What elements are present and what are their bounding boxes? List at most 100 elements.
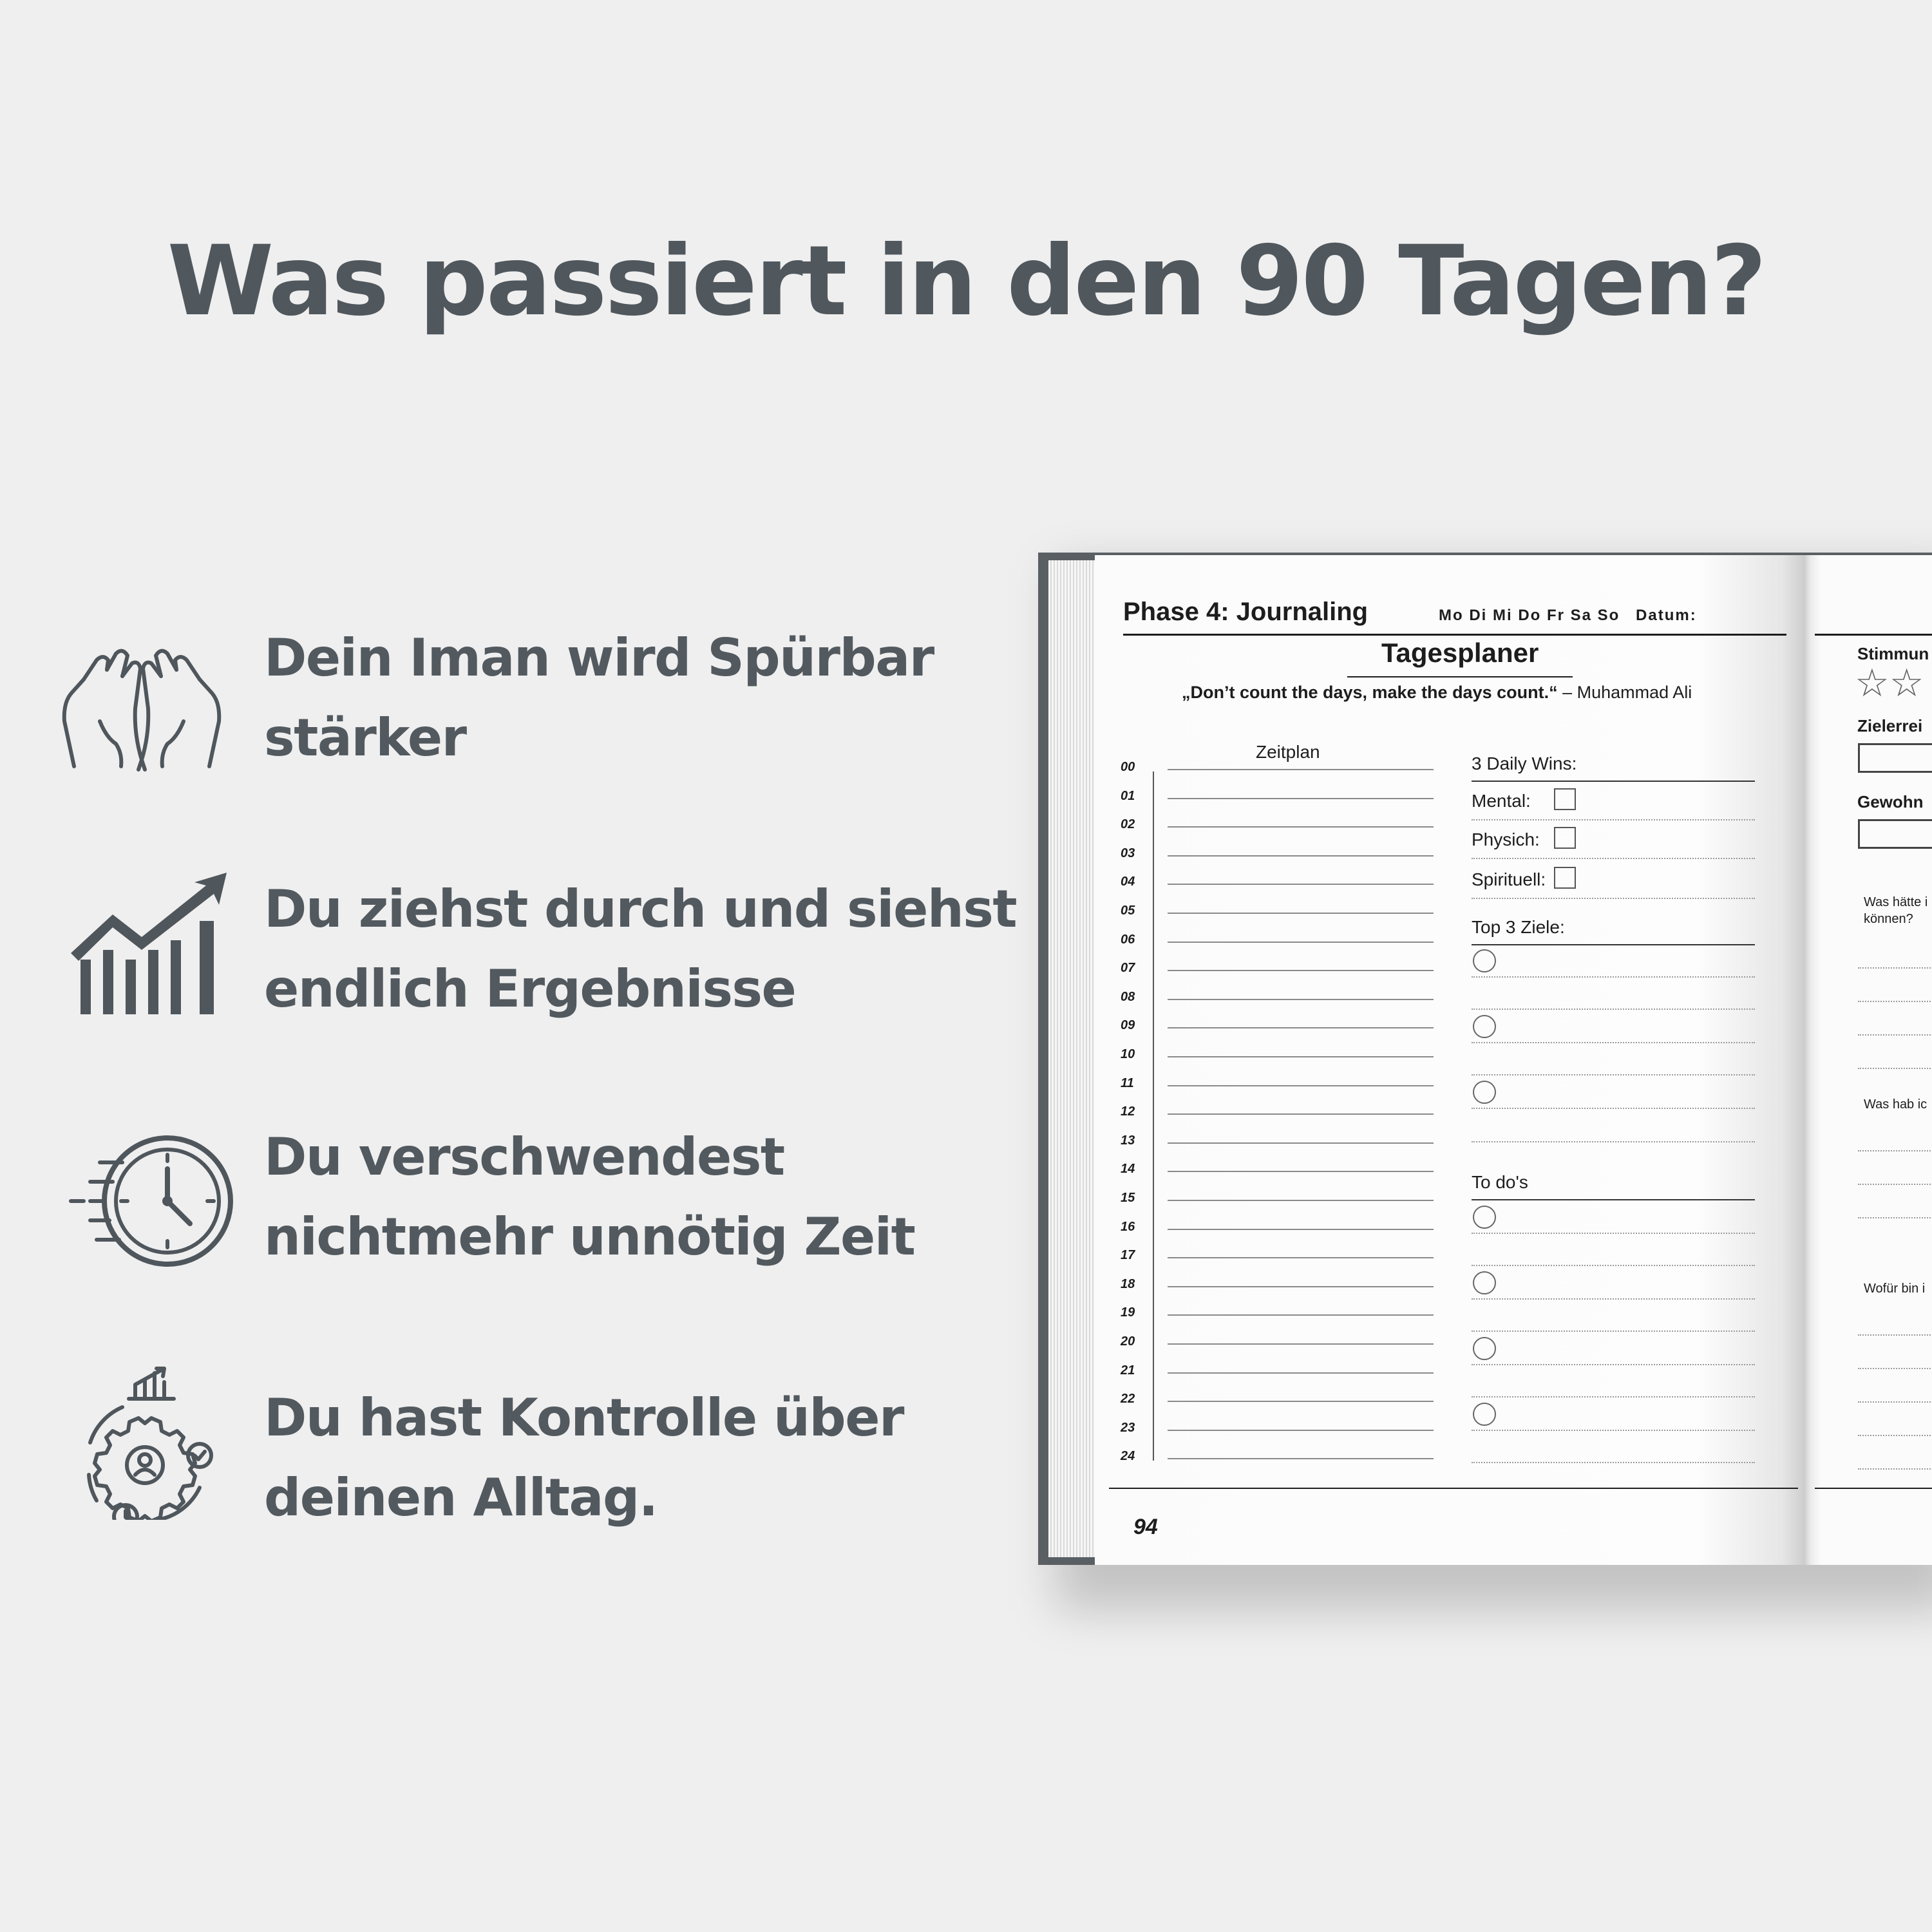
habit-label: Gewohn bbox=[1857, 792, 1924, 811]
planner-title-underline bbox=[1347, 676, 1573, 677]
dotted-line bbox=[1472, 1074, 1755, 1075]
schedule-line[interactable] bbox=[1168, 998, 1434, 1000]
win-spiritual-checkbox[interactable] bbox=[1554, 867, 1576, 889]
planner-page-right: Stimmun ☆☆ Zielerrei Gewohn Was hätte i … bbox=[1803, 555, 1932, 1565]
feature-iman: Dein Iman wird Spürbar stärker bbox=[0, 618, 1005, 786]
schedule-axis bbox=[1153, 772, 1154, 1461]
dotted-line bbox=[1472, 1108, 1755, 1109]
reflection-question: Was hätte i bbox=[1864, 895, 1928, 909]
growth-chart-icon bbox=[71, 873, 227, 1014]
reflection-question: können? bbox=[1864, 912, 1913, 926]
dotted-line bbox=[1858, 1368, 1932, 1369]
dotted-line bbox=[1858, 1435, 1932, 1436]
goals-title: Top 3 Ziele: bbox=[1472, 917, 1565, 937]
dotted-line bbox=[1858, 1401, 1932, 1403]
schedule-line[interactable] bbox=[1168, 913, 1434, 914]
header-rule bbox=[1815, 634, 1932, 636]
feature-time: Du verschwendest nichtmehr unnötig Zeit bbox=[0, 1117, 1005, 1285]
todo-circle[interactable] bbox=[1473, 1403, 1496, 1426]
hour-label: 19 bbox=[1121, 1305, 1135, 1320]
hour-label: 24 bbox=[1121, 1449, 1135, 1464]
schedule-line[interactable] bbox=[1168, 970, 1434, 972]
win-physical-checkbox[interactable] bbox=[1554, 827, 1576, 849]
todos-rule bbox=[1472, 1199, 1755, 1200]
schedule-line[interactable] bbox=[1168, 1257, 1434, 1259]
todo-circle[interactable] bbox=[1473, 1271, 1496, 1294]
hour-label: 04 bbox=[1121, 875, 1135, 889]
quote-author: – Muhammad Ali bbox=[1562, 683, 1692, 702]
gear-control-icon bbox=[87, 1367, 213, 1520]
dotted-line bbox=[1472, 1430, 1755, 1431]
phase-title: Phase 4: Journaling bbox=[1123, 598, 1368, 626]
praying-hands-icon bbox=[62, 649, 222, 772]
goal-circle[interactable] bbox=[1473, 1081, 1496, 1104]
dotted-line bbox=[1472, 898, 1755, 899]
reflection-question: Was hab ic bbox=[1864, 1097, 1927, 1112]
feature-line: Du hast Kontrolle über bbox=[264, 1388, 904, 1448]
schedule-line[interactable] bbox=[1168, 1314, 1434, 1316]
schedule-line[interactable] bbox=[1168, 769, 1434, 770]
footer-rule bbox=[1815, 1488, 1932, 1489]
hour-label: 09 bbox=[1121, 1018, 1135, 1033]
schedule-line[interactable] bbox=[1168, 1171, 1434, 1173]
date-label: Datum: bbox=[1636, 607, 1697, 624]
schedule-line[interactable] bbox=[1168, 797, 1434, 799]
hour-label: 01 bbox=[1121, 788, 1135, 803]
schedule-line[interactable] bbox=[1168, 1285, 1434, 1287]
hour-label: 22 bbox=[1121, 1392, 1135, 1406]
dotted-line bbox=[1472, 1233, 1755, 1234]
hour-label: 13 bbox=[1121, 1133, 1135, 1148]
weekday-row: Mo Di Mi Do Fr Sa So Datum: bbox=[1439, 607, 1697, 625]
goal-scale bbox=[1858, 743, 1932, 773]
win-mental-checkbox[interactable] bbox=[1554, 788, 1576, 810]
todo-circle[interactable] bbox=[1473, 1337, 1496, 1360]
schedule-line[interactable] bbox=[1168, 826, 1434, 828]
schedule-line[interactable] bbox=[1168, 1228, 1434, 1230]
planner-quote: „Don’t count the days, make the days cou… bbox=[1182, 683, 1692, 703]
hour-label: 06 bbox=[1121, 932, 1135, 947]
feature-line: stärker bbox=[264, 708, 467, 768]
schedule-line[interactable] bbox=[1168, 1372, 1434, 1374]
schedule-line[interactable] bbox=[1168, 1343, 1434, 1345]
dotted-line bbox=[1472, 1042, 1755, 1043]
quote-text: „Don’t count the days, make the days cou… bbox=[1182, 683, 1558, 702]
wins-title: 3 Daily Wins: bbox=[1472, 753, 1577, 773]
wins-rule bbox=[1472, 781, 1755, 782]
schedule-line[interactable] bbox=[1168, 1200, 1434, 1201]
goal-circle[interactable] bbox=[1473, 1015, 1496, 1038]
schedule-line[interactable] bbox=[1168, 884, 1434, 886]
footer-rule bbox=[1109, 1488, 1798, 1489]
todos-title: To do's bbox=[1472, 1172, 1528, 1192]
schedule-line[interactable] bbox=[1168, 1056, 1434, 1057]
win-mental-label: Mental: bbox=[1472, 791, 1531, 811]
schedule-line[interactable] bbox=[1168, 941, 1434, 943]
dotted-line bbox=[1858, 1034, 1932, 1036]
schedule-line[interactable] bbox=[1168, 1429, 1434, 1431]
feature-line: Du ziehst durch und siehst bbox=[264, 879, 1018, 939]
schedule-line[interactable] bbox=[1168, 1401, 1434, 1403]
planner-page-left: Phase 4: Journaling Mo Di Mi Do Fr Sa So… bbox=[1095, 555, 1803, 1565]
dotted-line bbox=[1858, 1468, 1932, 1470]
todo-circle[interactable] bbox=[1473, 1206, 1496, 1229]
schedule-line[interactable] bbox=[1168, 1027, 1434, 1029]
schedule-line[interactable] bbox=[1168, 1113, 1434, 1115]
schedule-line[interactable] bbox=[1168, 855, 1434, 857]
hour-label: 03 bbox=[1121, 846, 1135, 860]
hour-label: 00 bbox=[1121, 760, 1135, 774]
feature-control: Du hast Kontrolle über deinen Alltag. bbox=[0, 1367, 1005, 1546]
schedule-line[interactable] bbox=[1168, 1142, 1434, 1144]
dotted-line bbox=[1472, 1009, 1755, 1010]
feature-line: deinen Alltag. bbox=[264, 1468, 658, 1528]
hour-label: 11 bbox=[1121, 1075, 1134, 1090]
fast-clock-icon bbox=[69, 1135, 233, 1267]
dotted-line bbox=[1472, 858, 1755, 859]
page-number: 94 bbox=[1133, 1515, 1158, 1539]
hour-label: 05 bbox=[1121, 904, 1135, 918]
schedule-line[interactable] bbox=[1168, 1458, 1434, 1460]
goal-circle[interactable] bbox=[1473, 949, 1496, 972]
dotted-line bbox=[1472, 1265, 1755, 1266]
feature-line: nichtmehr unnötig Zeit bbox=[264, 1207, 916, 1267]
hour-label: 14 bbox=[1121, 1162, 1135, 1177]
schedule-line[interactable] bbox=[1168, 1084, 1434, 1086]
hour-label: 21 bbox=[1121, 1363, 1135, 1378]
